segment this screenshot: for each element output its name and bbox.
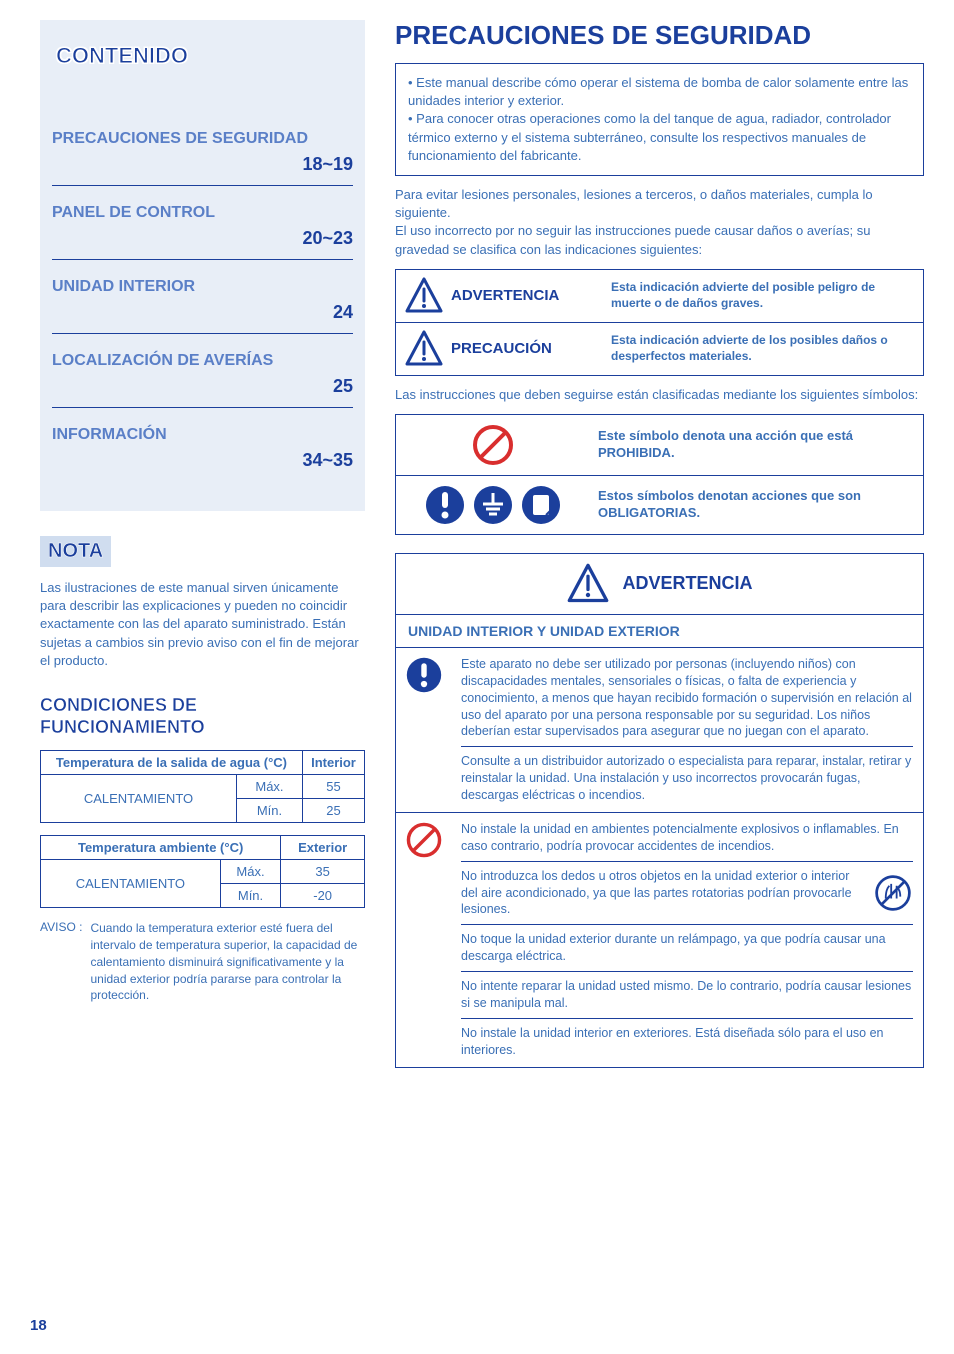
toc-label: UNIDAD INTERIOR	[52, 278, 353, 296]
aviso-note: AVISO : Cuando la temperatura exterior e…	[40, 920, 365, 1004]
toc-label: INFORMACIÓN	[52, 426, 353, 444]
nota-text: Las ilustraciones de este manual sirven …	[40, 579, 365, 670]
toc-label: LOCALIZACIÓN DE AVERÍAS	[52, 352, 353, 370]
toc-page: 34~35	[52, 450, 353, 471]
ground-icon	[472, 484, 514, 526]
prohibited-icon	[471, 423, 515, 467]
no-fingers-icon	[873, 873, 913, 913]
page-title: PRECAUCIONES DE SEGURIDAD	[395, 20, 924, 51]
contenido-heading: CONTENIDO	[52, 35, 202, 77]
warning-triangle-icon	[566, 562, 610, 606]
toc-page: 24	[52, 302, 353, 323]
condiciones-heading: CONDICIONES DEFUNCIONAMIENTO	[40, 695, 365, 738]
symbols-intro: Las instrucciones que deben seguirse est…	[395, 386, 924, 404]
caution-triangle-icon	[404, 329, 444, 369]
warning-triangle-icon	[404, 276, 444, 316]
manual-icon	[520, 484, 562, 526]
toc: PRECAUCIONES DE SEGURIDAD 18~19 PANEL DE …	[52, 112, 353, 481]
info-item: No instale la unidad en ambientes potenc…	[461, 821, 913, 855]
toc-label: PRECAUCIONES DE SEGURIDAD	[52, 130, 353, 148]
intro-paragraph: Para evitar lesiones personales, lesione…	[395, 186, 924, 259]
intro-box: Este manual describe cómo operar el sist…	[395, 63, 924, 176]
info-item: No toque la unidad exterior durante un r…	[461, 924, 913, 965]
info-item: Este aparato no debe ser utilizado por p…	[461, 656, 913, 740]
info-item: No instale la unidad interior en exterio…	[461, 1018, 913, 1059]
info-item: No intente reparar la unidad usted mismo…	[461, 971, 913, 1012]
exclamation-icon	[405, 656, 443, 694]
info-item: Consulte a un distribuidor autorizado o …	[461, 746, 913, 804]
toc-page: 25	[52, 376, 353, 397]
temp-agua-table: Temperatura de la salida de agua (°C)Int…	[40, 750, 365, 823]
exclamation-icon	[424, 484, 466, 526]
toc-page: 18~19	[52, 154, 353, 175]
toc-page: 20~23	[52, 228, 353, 249]
section-heading: UNIDAD INTERIOR Y UNIDAD EXTERIOR	[396, 615, 923, 647]
toc-label: PANEL DE CONTROL	[52, 204, 353, 222]
info-item: No introduzca los dedos u otros objetos …	[461, 861, 913, 919]
temp-ambiente-table: Temperatura ambiente (°C)Exterior CALENT…	[40, 835, 365, 908]
prohibited-icon	[405, 821, 443, 859]
page-number: 18	[30, 1317, 47, 1334]
severity-table: ADVERTENCIA Esta indicación advierte del…	[395, 269, 924, 376]
symbols-table: Este símbolo denota una acción que está …	[395, 414, 924, 535]
advertencia-box: ADVERTENCIA UNIDAD INTERIOR Y UNIDAD EXT…	[395, 553, 924, 1068]
nota-heading: NOTA	[40, 536, 111, 567]
